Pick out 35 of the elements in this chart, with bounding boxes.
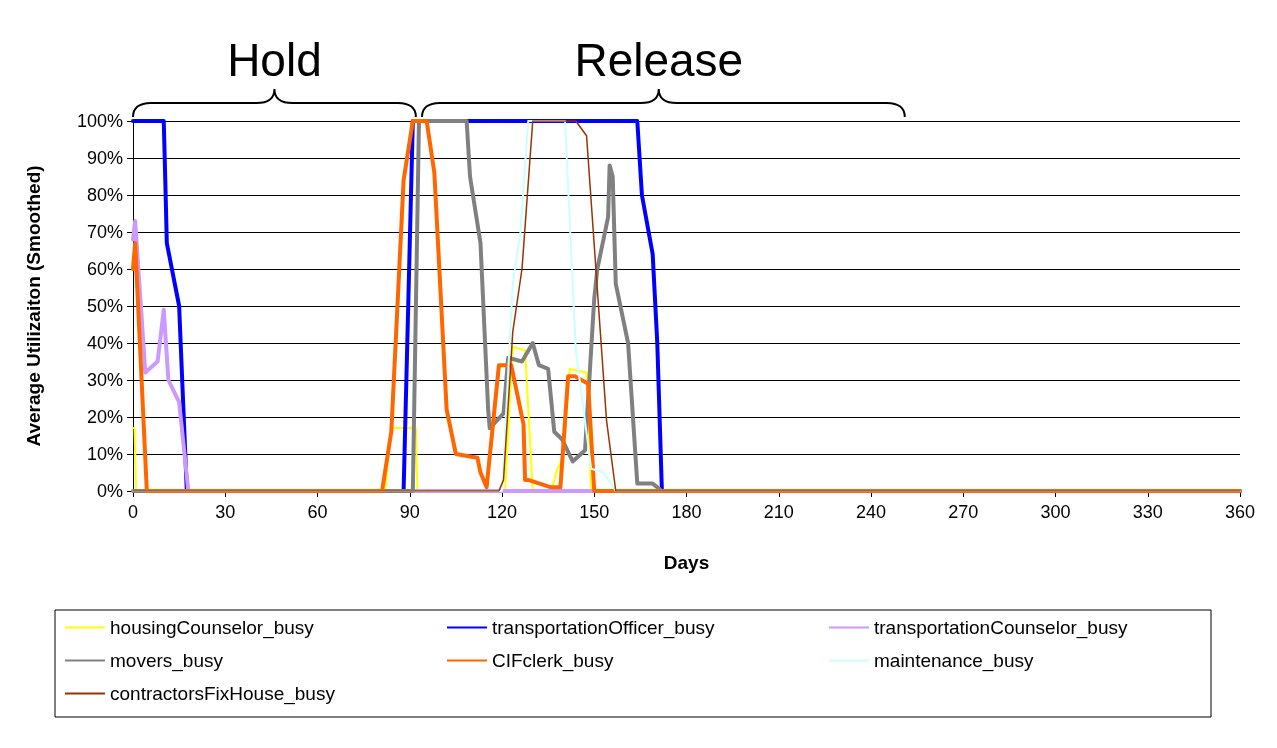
x-tick-label: 90 bbox=[399, 502, 420, 522]
x-tick-label: 180 bbox=[671, 502, 702, 522]
text: Release bbox=[574, 34, 744, 86]
legend-label: transportationCounselor_busy bbox=[874, 617, 1128, 639]
x-tick-label: 240 bbox=[855, 502, 887, 522]
x-tick-label: 60 bbox=[307, 502, 328, 522]
y-tick-label: 100% bbox=[76, 111, 123, 131]
y-tick-label: 40% bbox=[86, 333, 123, 353]
legend-label: CIFclerk_busy bbox=[492, 650, 614, 672]
y-tick-label: 30% bbox=[86, 370, 123, 390]
legend-label: contractorsFixHouse_busy bbox=[110, 683, 336, 705]
x-tick-label: 150 bbox=[579, 502, 610, 522]
x-tick-label: 330 bbox=[1132, 502, 1163, 522]
text: Hold bbox=[227, 34, 322, 86]
legend-label: transportationOfficer_busy bbox=[492, 617, 715, 639]
x-tick-label: 30 bbox=[215, 502, 236, 522]
x-axis-title: Days bbox=[663, 552, 710, 573]
x-tick-label: 270 bbox=[948, 502, 979, 522]
y-tick-label: 90% bbox=[86, 148, 123, 168]
x-tick-label: 300 bbox=[1040, 502, 1071, 522]
y-tick-label: 70% bbox=[86, 222, 123, 242]
y-axis-title: Average Utilizaiton (Smoothed) bbox=[23, 165, 44, 447]
legend-label: housingCounselor_busy bbox=[110, 617, 315, 639]
x-tick-label: 360 bbox=[1224, 502, 1256, 522]
legend-label: maintenance_busy bbox=[874, 650, 1034, 672]
y-tick-label: 0% bbox=[96, 481, 123, 501]
x-tick-label: 210 bbox=[763, 502, 794, 522]
legend-label: movers_busy bbox=[110, 650, 224, 672]
y-tick-label: 80% bbox=[86, 185, 123, 205]
y-tick-label: 60% bbox=[86, 259, 123, 279]
x-tick-label: 120 bbox=[486, 502, 518, 522]
y-tick-label: 50% bbox=[86, 296, 123, 316]
y-tick-label: 10% bbox=[86, 444, 123, 464]
x-tick-label: 0 bbox=[127, 502, 139, 522]
y-tick-label: 20% bbox=[86, 407, 123, 427]
